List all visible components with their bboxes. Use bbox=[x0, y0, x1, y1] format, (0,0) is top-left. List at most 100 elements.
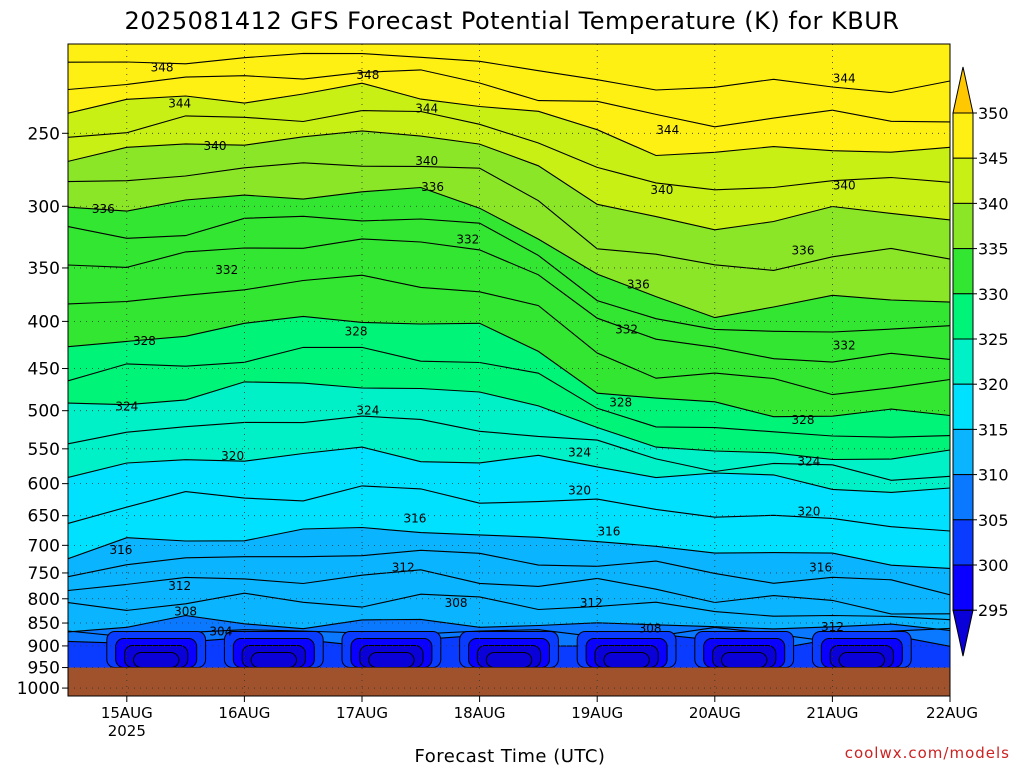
isentrope-306 bbox=[68, 626, 950, 643]
contour-label-336: 336 bbox=[421, 180, 444, 194]
x-tick-label: 22AUG bbox=[926, 704, 978, 722]
contour-label-328: 328 bbox=[133, 334, 156, 348]
contour-label-316: 316 bbox=[809, 561, 832, 575]
y-tick-label: 550 bbox=[28, 440, 60, 460]
contour-label-336: 336 bbox=[92, 202, 115, 216]
theta-fill-layer bbox=[68, 44, 950, 696]
cold-pool-cell bbox=[603, 652, 650, 669]
colorbar-box bbox=[952, 338, 974, 385]
contour-label-324: 324 bbox=[568, 445, 591, 459]
colorbar-box bbox=[952, 474, 974, 521]
x-tick-label: 19AUG bbox=[571, 704, 623, 722]
y-tick-label: 450 bbox=[28, 360, 60, 380]
colorbar-box bbox=[952, 293, 974, 340]
colorbar-box bbox=[952, 157, 974, 204]
contour-label-328: 328 bbox=[792, 413, 815, 427]
contour-label-308: 308 bbox=[639, 622, 662, 636]
colorbar: 350 345 340 335 330 325 320 315 310 305 300 295 bbox=[952, 66, 1009, 657]
colorbar-label: 300 bbox=[978, 556, 1009, 575]
contour-label-340: 340 bbox=[204, 139, 227, 153]
y-tick-label: 250 bbox=[28, 124, 60, 144]
contour-label-308: 308 bbox=[174, 605, 197, 619]
cold-pool-cell bbox=[485, 652, 533, 669]
theta-band-top bbox=[68, 44, 950, 93]
x-tick-label: 18AUG bbox=[454, 704, 506, 722]
theta-band-316 bbox=[68, 527, 950, 614]
contour-label-348: 348 bbox=[151, 60, 174, 74]
colorbar-box bbox=[952, 564, 974, 611]
colorbar-label: 325 bbox=[978, 330, 1009, 349]
colorbar-label: 305 bbox=[978, 511, 1009, 530]
isentrope-340 bbox=[68, 130, 950, 231]
contour-label-324: 324 bbox=[797, 455, 820, 469]
isentrope-332 bbox=[68, 238, 950, 363]
contour-label-304: 304 bbox=[209, 624, 232, 638]
y-tick-label: 1000 bbox=[17, 679, 60, 699]
plot-frame bbox=[67, 43, 951, 697]
isentrope-312 bbox=[68, 569, 950, 615]
isentrope-322 bbox=[68, 415, 950, 481]
cold-pool-cell bbox=[132, 652, 180, 669]
isentrope-328 bbox=[68, 315, 950, 418]
cold-pool-cell bbox=[720, 652, 768, 669]
chart-title: 2025081412 GFS Forecast Potential Temper… bbox=[125, 7, 900, 35]
colorbar-box bbox=[952, 202, 974, 250]
isentrope-314 bbox=[68, 549, 950, 596]
isentrope-316 bbox=[68, 526, 950, 569]
contour-label-340: 340 bbox=[833, 179, 856, 193]
y-tick-label: 650 bbox=[28, 507, 60, 527]
x-tick-sublabel: 2025 bbox=[108, 722, 146, 740]
contour-label-324: 324 bbox=[115, 400, 138, 414]
isentrope-324 bbox=[68, 381, 950, 461]
theta-band-336 bbox=[68, 187, 950, 363]
x-tick-label: 20AUG bbox=[689, 704, 741, 722]
colorbar-label: 340 bbox=[978, 194, 1009, 213]
y-tick-label: 500 bbox=[28, 402, 60, 422]
y-tick-label: 350 bbox=[28, 259, 60, 279]
contour-label-320: 320 bbox=[797, 504, 820, 518]
theta-band-344 bbox=[68, 83, 950, 230]
colorbar-label: 320 bbox=[978, 375, 1009, 394]
colorbar-box bbox=[952, 383, 974, 430]
y-tick-label: 950 bbox=[28, 659, 60, 679]
contour-label-312: 312 bbox=[821, 620, 844, 634]
contour-labels: 348 348 344 344 344 344 340 340 340 340 336 336 336 3… bbox=[92, 60, 856, 638]
contour-label-328: 328 bbox=[345, 324, 368, 338]
theta-band-320 bbox=[68, 447, 950, 569]
isentrope-348 bbox=[68, 52, 950, 94]
cold-pool-cell bbox=[250, 652, 298, 669]
colorbar-top-arrow bbox=[952, 66, 974, 114]
contour-label-320: 320 bbox=[221, 449, 244, 463]
contour-label-340: 340 bbox=[415, 154, 438, 168]
contour-label-332: 332 bbox=[215, 263, 238, 277]
isentrope-338 bbox=[68, 162, 950, 271]
isentrope-310 bbox=[68, 592, 950, 621]
contour-label-316: 316 bbox=[598, 524, 621, 538]
contour-label-332: 332 bbox=[615, 322, 638, 336]
isentrope-336 bbox=[68, 186, 950, 319]
colorbar-box bbox=[952, 519, 974, 566]
y-tick-label: 700 bbox=[28, 536, 60, 556]
y-tick-label: 400 bbox=[28, 312, 60, 332]
isentrope-layer bbox=[68, 52, 950, 650]
contour-label-340: 340 bbox=[650, 183, 673, 197]
y-axis: 250 300 350 400 450 500 550 600 650 700 750 800 850 9… bbox=[17, 124, 68, 699]
theta-band-324 bbox=[68, 381, 950, 493]
colorbar-box bbox=[952, 112, 974, 159]
contour-label-344: 344 bbox=[415, 102, 438, 116]
theta-band-348 bbox=[68, 53, 950, 156]
x-axis-label: Forecast Time (UTC) bbox=[415, 746, 606, 767]
colorbar-bottom-arrow bbox=[952, 609, 974, 657]
x-tick-label: 21AUG bbox=[806, 704, 858, 722]
contour-label-336: 336 bbox=[627, 278, 650, 292]
colorbar-label: 315 bbox=[978, 420, 1009, 439]
contour-label-308: 308 bbox=[445, 596, 468, 610]
theta-band-312 bbox=[68, 569, 950, 632]
y-tick-label: 800 bbox=[28, 590, 60, 610]
isentrope-318 bbox=[68, 485, 950, 532]
isentrope-346 bbox=[68, 69, 950, 128]
colorbar-label: 295 bbox=[978, 601, 1009, 620]
contour-label-312: 312 bbox=[168, 579, 191, 593]
y-tick-label: 600 bbox=[28, 475, 60, 495]
